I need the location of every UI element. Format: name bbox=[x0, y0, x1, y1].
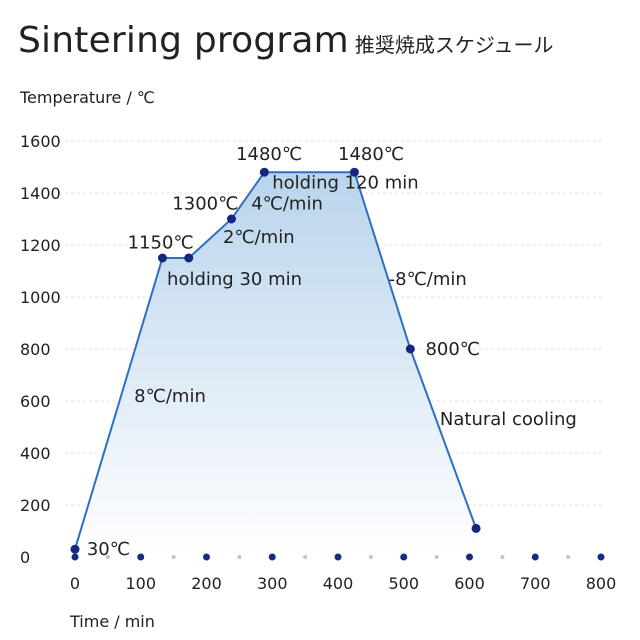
annotation-label: 1480℃ bbox=[338, 144, 404, 165]
x-axis-major-dot bbox=[400, 553, 408, 561]
y-tick-label: 1400 bbox=[20, 184, 61, 203]
x-tick-label: 300 bbox=[257, 574, 288, 593]
data-point bbox=[157, 253, 167, 263]
x-axis-minor-dot bbox=[237, 555, 242, 559]
y-tick-label: 800 bbox=[20, 340, 51, 359]
x-tick-label: 100 bbox=[125, 574, 156, 593]
x-axis-major-dot bbox=[268, 553, 276, 561]
x-tick-label: 200 bbox=[191, 574, 222, 593]
x-axis-major-dot bbox=[334, 553, 342, 561]
annotation-label: 8℃/min bbox=[134, 386, 206, 407]
x-tick-label: 600 bbox=[454, 574, 485, 593]
x-axis-major-dot bbox=[71, 553, 79, 561]
y-tick-label: 400 bbox=[20, 444, 51, 463]
chart-title: Sintering program bbox=[18, 20, 349, 61]
x-axis-minor-dot bbox=[500, 555, 505, 559]
annotation-label: Natural cooling bbox=[440, 409, 577, 430]
chart-title-block: Sintering program 推奨焼成スケジュール bbox=[18, 20, 554, 70]
y-axis-label: Temperature / ℃ bbox=[20, 88, 155, 107]
annotation-label: 2℃/min bbox=[223, 227, 295, 248]
y-tick-label: 0 bbox=[20, 548, 30, 567]
y-tick-label: 1200 bbox=[20, 236, 61, 255]
x-axis-minor-dot bbox=[105, 555, 110, 559]
x-tick-label: 400 bbox=[323, 574, 354, 593]
x-axis-minor-dot bbox=[171, 555, 176, 559]
data-point bbox=[349, 167, 359, 177]
x-tick-label: 500 bbox=[388, 574, 419, 593]
data-point bbox=[471, 523, 481, 533]
x-axis-minor-dot bbox=[566, 555, 571, 559]
x-axis-minor-dot bbox=[434, 555, 439, 559]
x-tick-label: 800 bbox=[586, 574, 617, 593]
annotation-label: 30℃ bbox=[87, 539, 130, 560]
x-axis-minor-dot bbox=[303, 555, 308, 559]
annotation-label: 1150℃ bbox=[128, 232, 194, 253]
data-point bbox=[405, 344, 415, 354]
data-point bbox=[259, 167, 269, 177]
y-tick-label: 1000 bbox=[20, 288, 61, 307]
x-axis-major-dot bbox=[466, 553, 473, 561]
y-tick-label: 600 bbox=[20, 392, 51, 411]
annotation-label: 800℃ bbox=[425, 339, 480, 360]
area-fill bbox=[75, 172, 477, 557]
x-tick-label: 0 bbox=[70, 574, 80, 593]
x-axis-major-dot bbox=[531, 553, 539, 561]
annotation-label: 4℃/min bbox=[251, 193, 323, 214]
y-tick-label: 200 bbox=[20, 496, 51, 515]
annotation-label: holding 120 min bbox=[272, 173, 418, 194]
x-axis-minor-dot bbox=[368, 555, 373, 559]
x-axis-major-dot bbox=[597, 553, 605, 561]
annotation-label: 1300℃ bbox=[172, 193, 238, 214]
data-point bbox=[184, 253, 194, 263]
x-axis-major-dot bbox=[137, 553, 145, 561]
x-axis-label: Time / min bbox=[70, 612, 155, 631]
x-tick-label: 700 bbox=[520, 574, 551, 593]
chart-subtitle: 推奨焼成スケジュール bbox=[354, 33, 554, 57]
data-point bbox=[226, 214, 236, 224]
x-axis-major-dot bbox=[203, 553, 210, 561]
annotation-label: holding 30 min bbox=[167, 269, 302, 290]
data-point bbox=[70, 544, 80, 554]
y-tick-label: 1600 bbox=[20, 132, 61, 151]
annotation-label: -8℃/min bbox=[389, 269, 467, 290]
annotation-label: 1480℃ bbox=[236, 144, 302, 165]
